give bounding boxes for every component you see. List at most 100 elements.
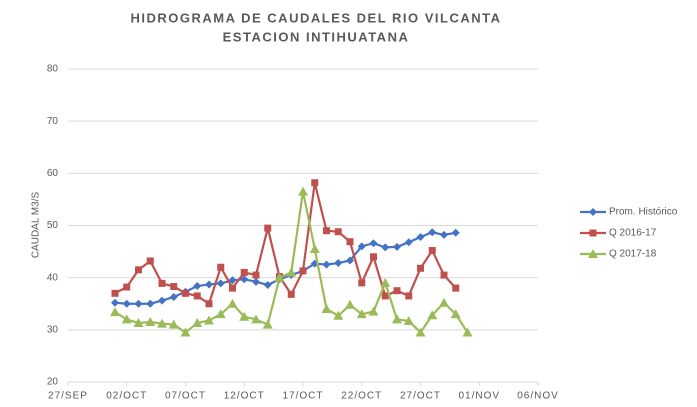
y-tick-label: 70: [47, 116, 59, 127]
marker: [428, 228, 437, 237]
marker: [588, 249, 598, 258]
marker: [216, 279, 225, 288]
marker: [405, 292, 413, 300]
y-tick-label: 20: [47, 377, 59, 388]
marker: [169, 292, 178, 301]
marker: [146, 257, 154, 265]
marker: [205, 280, 213, 289]
marker: [380, 277, 391, 287]
marker: [145, 317, 156, 327]
marker: [252, 277, 260, 286]
y-tick-label: 30: [47, 324, 59, 335]
y-tick-label: 80: [47, 64, 59, 75]
marker: [122, 299, 131, 308]
legend-label: Q 2017-18: [609, 249, 657, 260]
marker: [134, 299, 143, 308]
x-tick-label: 12/OCT: [224, 391, 265, 402]
marker: [309, 243, 320, 253]
marker: [415, 327, 426, 337]
marker: [217, 263, 225, 271]
marker: [346, 256, 354, 265]
marker: [393, 242, 401, 251]
marker: [111, 298, 119, 307]
marker: [392, 314, 402, 324]
marker: [589, 229, 597, 237]
marker: [263, 280, 272, 289]
marker: [322, 260, 331, 269]
marker: [180, 327, 191, 337]
marker: [264, 224, 272, 232]
marker: [311, 179, 319, 187]
marker: [193, 292, 201, 300]
marker: [298, 186, 308, 196]
marker: [168, 319, 179, 329]
marker: [274, 272, 285, 282]
x-tick-label: 17/OCT: [282, 391, 323, 402]
marker: [450, 309, 461, 319]
marker: [439, 297, 449, 307]
marker: [299, 267, 307, 275]
marker: [589, 208, 597, 216]
marker: [262, 319, 273, 329]
marker: [428, 247, 436, 255]
marker: [227, 298, 238, 308]
chart-subtitle: ESTACION INTIHUATANA: [223, 29, 410, 44]
y-tick-label: 50: [47, 220, 59, 231]
marker: [287, 290, 295, 298]
marker: [286, 267, 297, 277]
marker: [356, 309, 367, 319]
marker: [158, 279, 166, 287]
marker: [111, 289, 119, 297]
x-tick-label: 27/OCT: [400, 391, 441, 402]
marker: [192, 318, 203, 328]
marker: [462, 327, 473, 337]
marker: [123, 283, 131, 291]
marker: [239, 311, 250, 321]
marker: [229, 284, 236, 292]
marker: [252, 271, 260, 279]
marker: [321, 303, 332, 313]
marker: [440, 230, 448, 239]
marker: [170, 283, 178, 291]
x-tick-label: 06/NOV: [517, 391, 559, 402]
marker: [323, 227, 330, 235]
marker: [121, 314, 132, 324]
marker: [135, 266, 142, 274]
marker: [346, 238, 354, 246]
x-tick-label: 02/OCT: [106, 391, 147, 402]
x-tick-label: 01/NOV: [458, 391, 500, 402]
x-tick-label: 07/OCT: [165, 391, 206, 402]
marker: [370, 253, 377, 261]
marker: [358, 279, 366, 287]
marker: [452, 284, 460, 292]
marker: [110, 307, 120, 317]
marker: [133, 318, 144, 328]
marker: [381, 292, 389, 300]
marker: [427, 310, 438, 320]
x-tick-label: 22/OCT: [341, 391, 382, 402]
marker: [345, 299, 355, 309]
marker: [146, 299, 155, 308]
marker: [333, 310, 344, 320]
x-tick-label: 27/SEP: [48, 391, 88, 402]
marker: [240, 275, 249, 284]
marker: [157, 318, 167, 328]
marker: [393, 287, 401, 295]
marker: [158, 296, 166, 305]
marker: [417, 264, 424, 272]
marker: [251, 314, 261, 324]
y-tick-label: 40: [47, 272, 59, 283]
legend-label: Q 2016-17: [609, 228, 657, 239]
marker: [193, 282, 202, 291]
chart-title: HIDROGRAMA DE CAUDALES DEL RIO VILCANTA: [131, 10, 502, 25]
marker: [334, 228, 342, 236]
y-axis-label: CAUDAL M3/S: [31, 192, 42, 259]
marker: [440, 271, 448, 279]
marker: [204, 315, 214, 325]
marker: [416, 232, 425, 241]
marker: [240, 268, 248, 276]
marker: [404, 238, 413, 247]
marker: [451, 228, 460, 237]
y-tick-label: 60: [47, 168, 59, 179]
